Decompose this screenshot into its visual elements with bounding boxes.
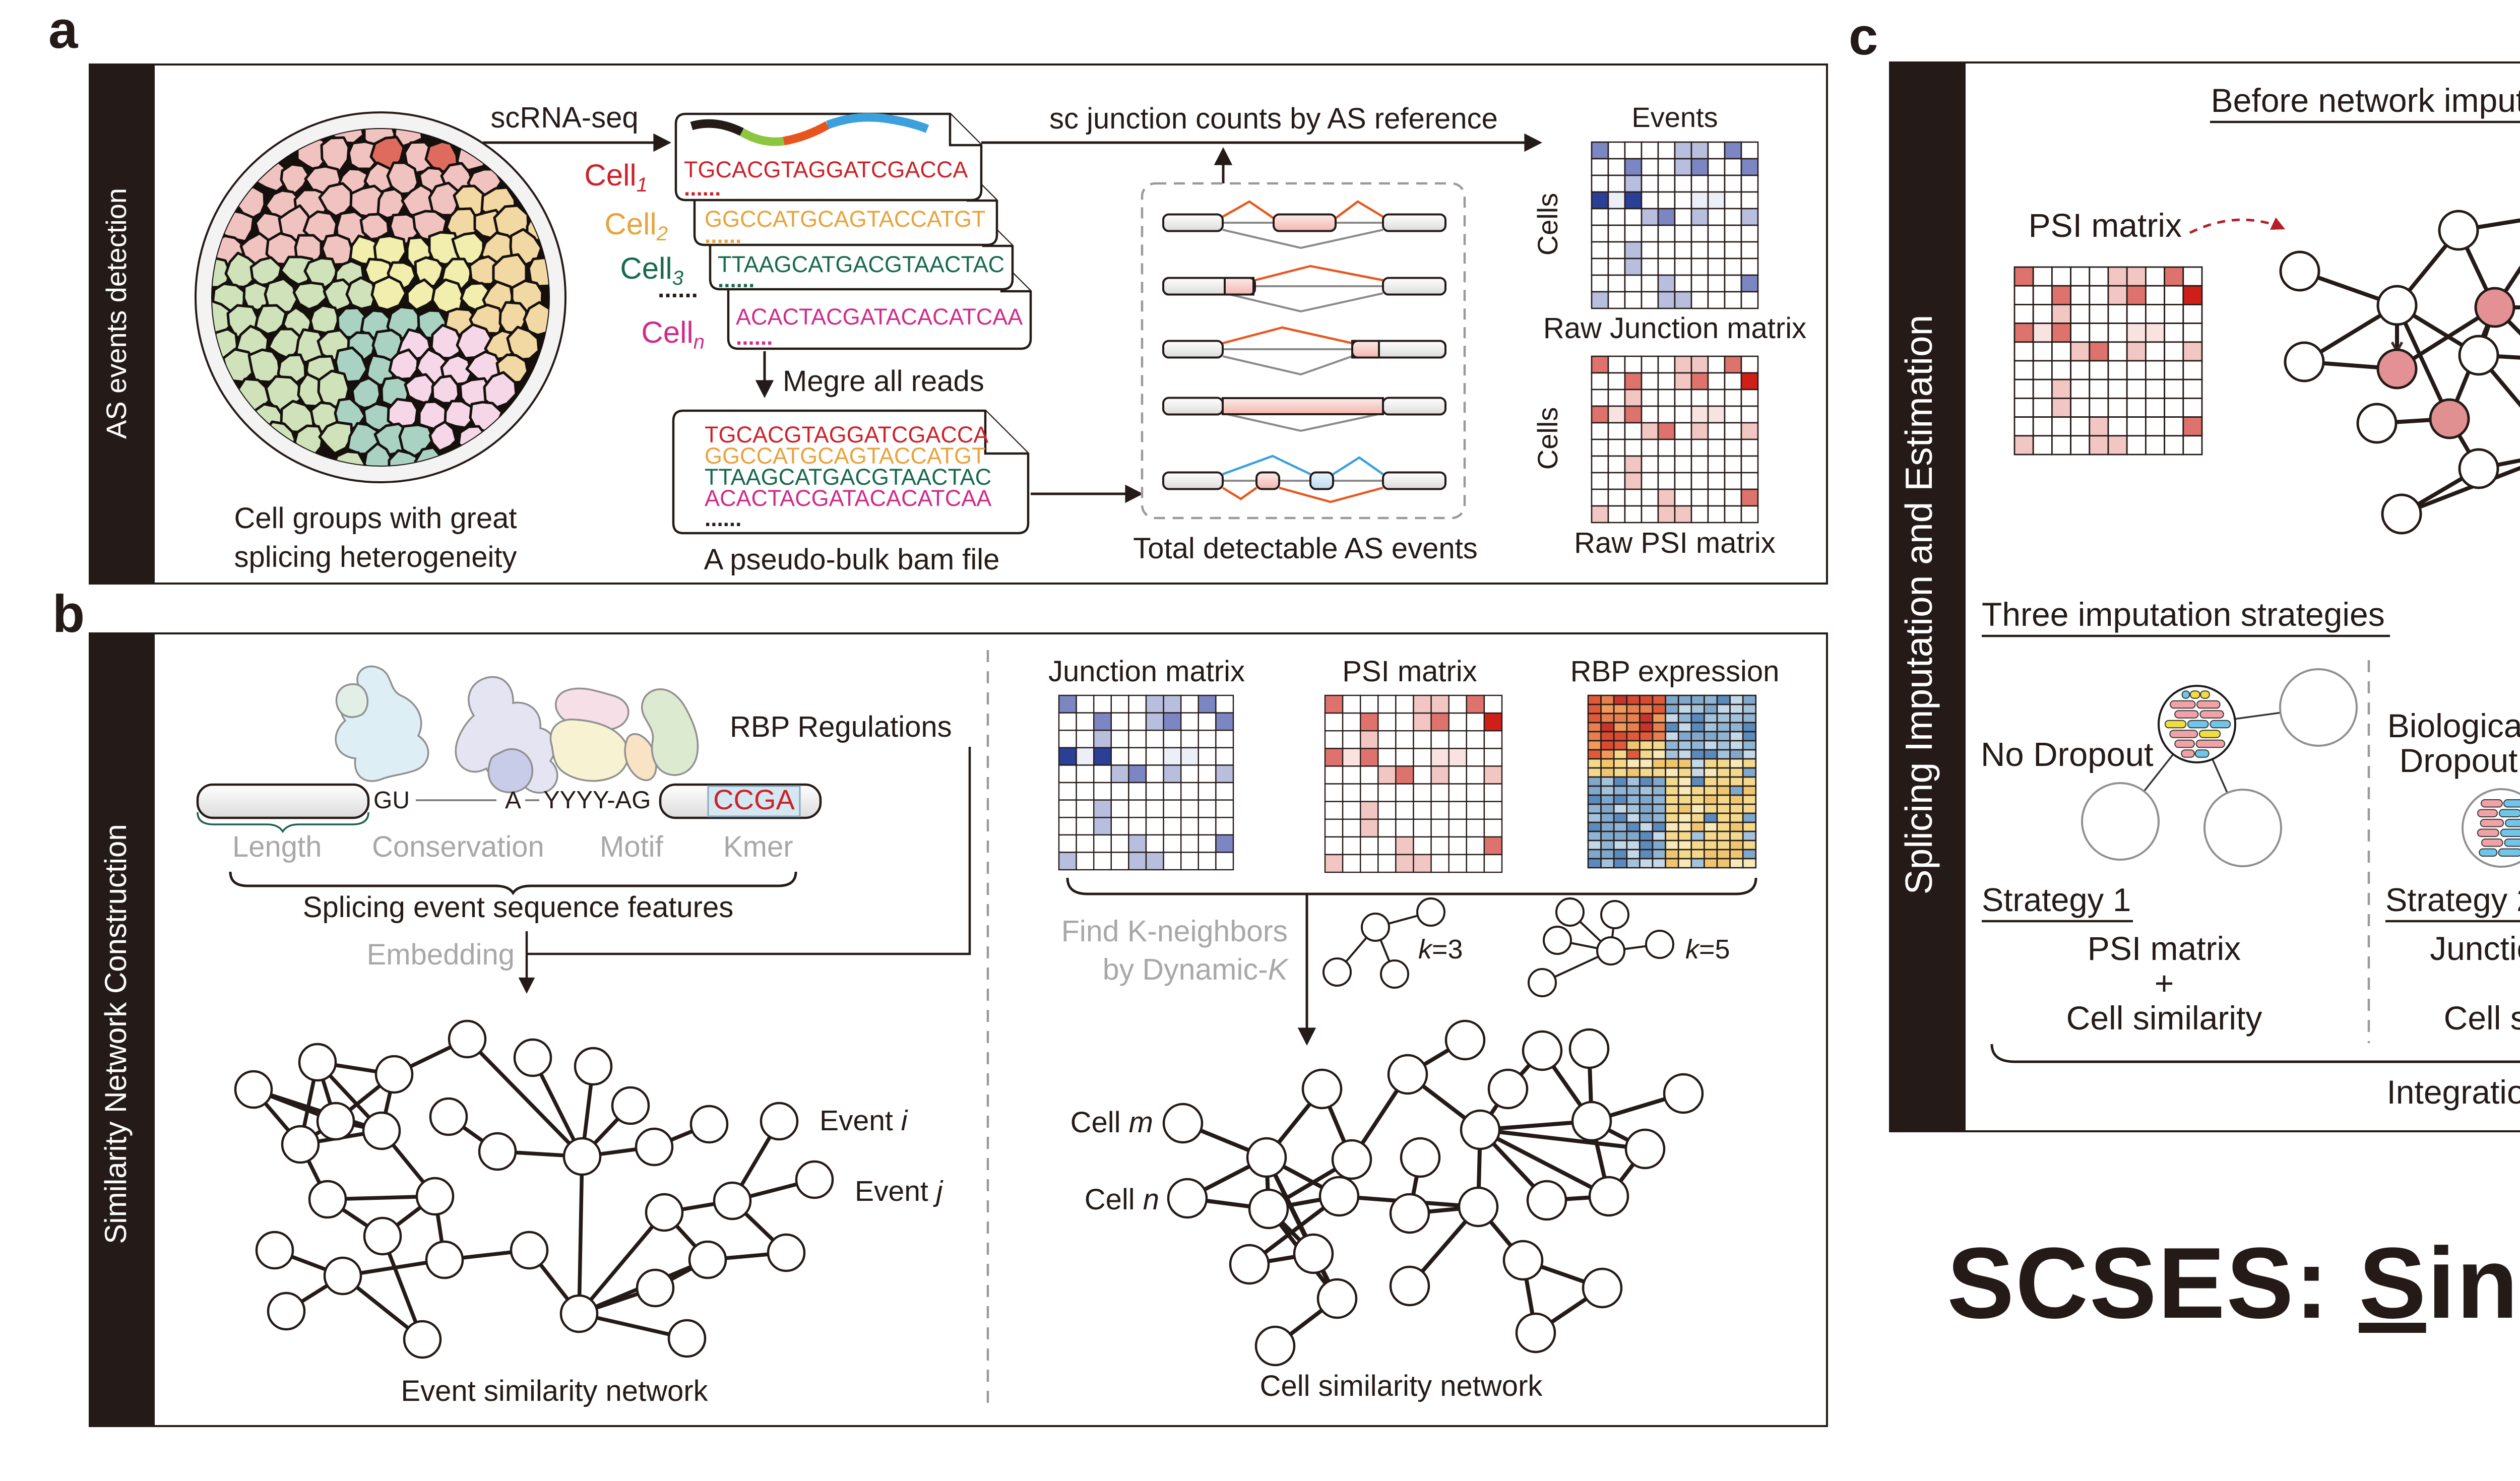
svg-text:PSI matrix: PSI matrix bbox=[2029, 207, 2182, 244]
svg-text:......: ...... bbox=[658, 276, 698, 303]
svg-text:......: ...... bbox=[705, 223, 741, 248]
svg-text:TGCACGTAGGATCGACCA: TGCACGTAGGATCGACCA bbox=[705, 422, 988, 447]
svg-text:Kmer: Kmer bbox=[723, 830, 793, 863]
svg-text:Splicing Imputation and Estima: Splicing Imputation and Estimation bbox=[1898, 315, 1940, 895]
svg-text:PSI matrix: PSI matrix bbox=[2088, 930, 2241, 967]
svg-text:Junction matrix: Junction matrix bbox=[1048, 655, 1245, 688]
svg-text:Three imputation strategies: Three imputation strategies bbox=[1982, 596, 2385, 633]
svg-text:......: ...... bbox=[736, 325, 773, 350]
svg-text:GU: GU bbox=[373, 787, 410, 814]
svg-text:Raw Junction matrix: Raw Junction matrix bbox=[1543, 312, 1806, 345]
svg-text:Events: Events bbox=[1631, 101, 1718, 133]
svg-text:A: A bbox=[505, 787, 521, 814]
svg-text:A pseudo-bulk bam file: A pseudo-bulk bam file bbox=[704, 543, 1000, 576]
svg-text:Before network imputation: Before network imputation bbox=[2211, 82, 2520, 119]
svg-text:ACACTACGATACACATCAA: ACACTACGATACACATCAA bbox=[736, 304, 1023, 330]
svg-text:YYYY-AG: YYYY-AG bbox=[543, 787, 651, 814]
svg-text:scRNA-seq: scRNA-seq bbox=[490, 101, 638, 134]
svg-text:Similarity Network Constructio: Similarity Network Construction bbox=[99, 824, 133, 1244]
svg-text:Cell m: Cell m bbox=[1070, 1106, 1153, 1139]
svg-text:No Dropout: No Dropout bbox=[1981, 736, 2154, 774]
svg-text:Biological: Biological bbox=[2387, 707, 2520, 744]
svg-text:Length: Length bbox=[232, 830, 322, 863]
svg-text:Strategy 1: Strategy 1 bbox=[1982, 881, 2131, 918]
svg-text:Cells: Cells bbox=[1532, 193, 1563, 255]
svg-text:Raw PSI matrix: Raw PSI matrix bbox=[1574, 527, 1776, 559]
svg-text:Event j: Event j bbox=[855, 1175, 943, 1207]
svg-text:a: a bbox=[48, 1, 79, 59]
svg-text:TTAAGCATGACGTAACTAC: TTAAGCATGACGTAACTAC bbox=[718, 251, 1004, 277]
svg-text:c: c bbox=[1849, 7, 1878, 66]
svg-text:AS events detection: AS events detection bbox=[100, 188, 132, 439]
svg-text:......: ...... bbox=[684, 176, 721, 201]
svg-text:sc junction counts by AS refer: sc junction counts by AS reference bbox=[1049, 102, 1498, 135]
svg-text:Embedding: Embedding bbox=[367, 938, 515, 971]
svg-text:+: + bbox=[2155, 964, 2174, 1002]
svg-text:Dropout: Dropout bbox=[2400, 742, 2518, 779]
svg-text:Total detectable AS events: Total detectable AS events bbox=[1133, 532, 1478, 565]
svg-text:Cells: Cells bbox=[1532, 407, 1563, 470]
svg-text:CCGA: CCGA bbox=[713, 784, 795, 815]
svg-text:......: ...... bbox=[705, 506, 741, 531]
svg-text:Integration PSI values from th: Integration PSI values from three strate… bbox=[2386, 1073, 2520, 1111]
svg-text:Megre all reads: Megre all reads bbox=[783, 365, 984, 398]
svg-text:ACACTACGATACACATCAA: ACACTACGATACACATCAA bbox=[705, 485, 991, 511]
svg-text:b: b bbox=[52, 585, 85, 643]
svg-text:PSI matrix: PSI matrix bbox=[1342, 655, 1477, 688]
svg-text:Cell similarity: Cell similarity bbox=[2444, 999, 2520, 1037]
svg-text:Event i: Event i bbox=[820, 1105, 908, 1137]
svg-text:k=5: k=5 bbox=[1685, 934, 1730, 964]
svg-text:Event similarity network: Event similarity network bbox=[401, 1375, 708, 1407]
svg-text:Cell similarity network: Cell similarity network bbox=[1260, 1370, 1543, 1402]
svg-text:Conservation: Conservation bbox=[372, 830, 544, 863]
svg-text:Strategy 2: Strategy 2 bbox=[2385, 881, 2520, 918]
svg-text:Junction matrix: Junction matrix bbox=[2430, 930, 2520, 967]
svg-text:GGCCATGCAGTACCATGT: GGCCATGCAGTACCATGT bbox=[705, 206, 986, 232]
svg-text:k=3: k=3 bbox=[1418, 934, 1463, 964]
svg-text:RBP Regulations: RBP Regulations bbox=[730, 711, 952, 743]
svg-text:GGCCATGCAGTACCATGT: GGCCATGCAGTACCATGT bbox=[705, 443, 986, 469]
svg-text:Cell similarity: Cell similarity bbox=[2066, 999, 2262, 1037]
svg-text:RBP expression: RBP expression bbox=[1570, 655, 1780, 688]
svg-text:Find K-neighbors: Find K-neighbors bbox=[1061, 915, 1288, 948]
svg-text:......: ...... bbox=[718, 268, 754, 292]
svg-text:by Dynamic-K: by Dynamic-K bbox=[1103, 953, 1289, 986]
svg-text:Cell groups with great: Cell groups with great bbox=[234, 502, 517, 535]
svg-text:Splicing event sequence featur: Splicing event sequence features bbox=[303, 891, 733, 924]
svg-text:TTAAGCATGACGTAACTAC: TTAAGCATGACGTAACTAC bbox=[705, 464, 991, 490]
svg-text:SCSES: Single Cell Splicing ES: SCSES: Single Cell Splicing EStimation bbox=[1947, 1227, 2520, 1339]
svg-text:splicing heterogeneity: splicing heterogeneity bbox=[234, 541, 517, 573]
svg-text:Cell n: Cell n bbox=[1085, 1183, 1159, 1216]
svg-text:Motif: Motif bbox=[600, 830, 664, 863]
svg-text:TGCACGTAGGATCGACCA: TGCACGTAGGATCGACCA bbox=[684, 157, 968, 182]
